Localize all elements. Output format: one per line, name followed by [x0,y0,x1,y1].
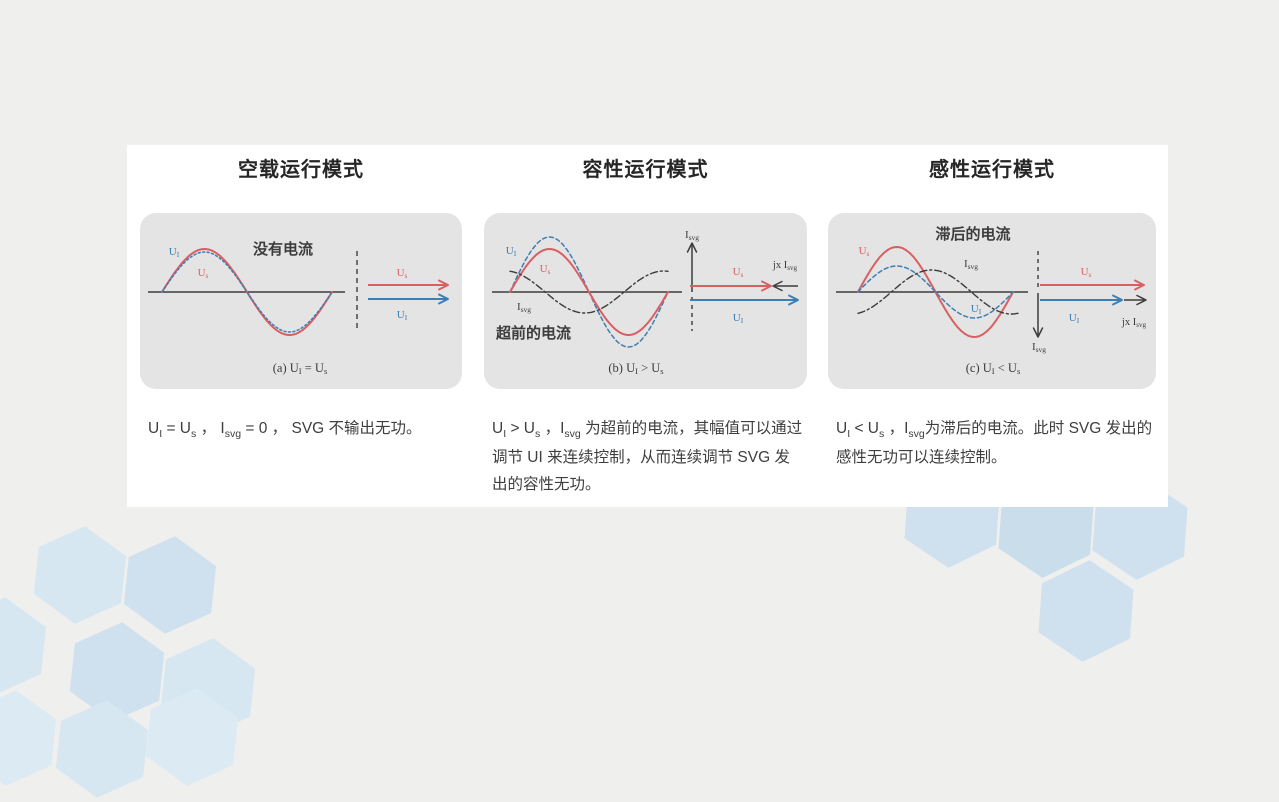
svg-text:UI: UI [506,245,517,258]
diagram-svg: UI Us Isvg 超前的电流 Isvg Us jx Isvg UI (b) UI > Us [492,229,799,376]
hexagon-decoration [0,593,49,700]
waveform-diagram-no-load: 没有电流 UI Us Us UI (a) UI = Us [140,213,462,389]
svg-text:Isvg: Isvg [964,258,978,271]
diagram-svg: 滞后的电流 Us Isvg UI Isvg Us UI jx Isvg (c) UI < Us [836,225,1147,376]
panel-description: UI = Us ， Isvg = 0 ， SVG 不输出无功。 [148,420,422,441]
svg-text:(b) UI > Us: (b) UI > Us [608,361,663,376]
svg-text:UI: UI [733,312,744,325]
svg-text:UI: UI [169,246,180,259]
svg-text:没有电流: 没有电流 [253,240,313,258]
svg-text:滞后的电流: 滞后的电流 [935,225,1010,243]
svg-text:Us: Us [733,266,744,279]
svg-text:Isvg: Isvg [517,301,531,314]
panel-section-inductive: 感性运行模式 滞后的电流 Us Isvg UI Isvg Us UI jx Isvg (c) U… [828,145,1156,507]
svg-text:jx Isvg: jx Isvg [1121,317,1147,329]
waveform-diagram-inductive: 滞后的电流 Us Isvg UI Isvg Us UI jx Isvg (c) UI < Us [828,213,1156,389]
hexagon-decoration [0,686,59,790]
svg-text:超前的电流: 超前的电流 [495,324,571,342]
svg-text:jx Isvg: jx Isvg [772,260,798,272]
panel-title: 感性运行模式 [929,159,1055,181]
diagram-svg: 没有电流 UI Us Us UI (a) UI = Us [148,240,449,376]
svg-text:Us: Us [859,245,870,258]
svg-text:UI: UI [1069,312,1080,325]
hexagon-decoration [121,532,219,639]
panel-title: 空载运行模式 [238,159,364,181]
panel-section-no-load: 空载运行模式 没有电流 UI Us Us UI (a) UI = Us UI = Us ，… [140,145,462,507]
svg-text:(a) UI = Us: (a) UI = Us [273,361,328,376]
svg-text:UI: UI [397,309,408,322]
panel-section-capacitive: 容性运行模式 UI Us Isvg 超前的电流 Isvg Us jx Isvg UI (b) U… [484,145,807,507]
panel-description: UI > Us ，Isvg 为超前的电流，其幅值可以通过调节 UI 来连续控制，… [492,420,803,494]
waveform-diagram-capacitive: UI Us Isvg 超前的电流 Isvg Us jx Isvg UI (b) UI > Us [484,213,807,389]
panel-description: UI < Us ，Isvg为滞后的电流。此时 SVG 发出的感性无功可以连续控制… [836,420,1153,466]
hexagon-decoration [31,522,129,629]
svg-text:Us: Us [540,263,551,276]
svg-text:Us: Us [198,267,209,280]
svg-text:Us: Us [397,267,408,280]
svg-text:Us: Us [1081,266,1092,279]
hexagon-decoration [53,696,151,802]
svg-text:(c) UI < Us: (c) UI < Us [966,361,1021,376]
svg-text:UI: UI [971,303,982,316]
panel-title: 容性运行模式 [582,159,709,181]
svg-text:Isvg: Isvg [685,229,699,242]
svg-text:Isvg: Isvg [1032,341,1046,354]
content-card: 空载运行模式 没有电流 UI Us Us UI (a) UI = Us UI = Us ，… [127,145,1168,507]
